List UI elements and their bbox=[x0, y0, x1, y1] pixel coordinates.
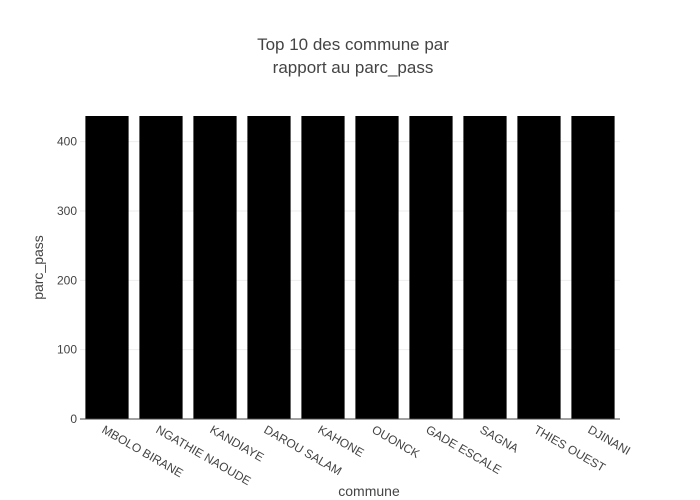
x-tick-label: OUONCK bbox=[370, 422, 423, 460]
bars bbox=[85, 116, 615, 419]
bar-kahone[interactable] bbox=[301, 116, 345, 419]
chart-title: Top 10 des commune par rapport au parc_p… bbox=[257, 35, 449, 77]
bar-ouonck[interactable] bbox=[355, 116, 399, 419]
y-axis-ticks: 0 100 200 300 400 bbox=[57, 135, 77, 426]
bar-mbolo-birane[interactable] bbox=[85, 116, 129, 419]
x-axis-label: commune bbox=[338, 483, 400, 499]
bar-darou-salam[interactable] bbox=[247, 116, 291, 419]
x-tick-label: SAGNA bbox=[478, 422, 521, 455]
chart-title-line-2: rapport au parc_pass bbox=[273, 58, 434, 77]
y-tick-label: 200 bbox=[57, 273, 77, 287]
chart-title-line-1: Top 10 des commune par bbox=[257, 35, 449, 54]
bar-gade-escale[interactable] bbox=[409, 116, 453, 419]
bar-thies-ouest[interactable] bbox=[517, 116, 561, 419]
bar-kandiaye[interactable] bbox=[193, 116, 237, 419]
bar-sagna[interactable] bbox=[463, 116, 507, 419]
x-tick-label: NGATHIE NAOUDE bbox=[154, 422, 254, 488]
y-tick-label: 400 bbox=[57, 135, 77, 149]
bar-ngathie-naoude[interactable] bbox=[139, 116, 183, 419]
y-axis-label: parc_pass bbox=[30, 235, 46, 300]
y-tick-label: 0 bbox=[70, 412, 77, 426]
bar-djinani[interactable] bbox=[571, 116, 615, 419]
y-tick-label: 100 bbox=[57, 343, 77, 357]
y-tick-label: 300 bbox=[57, 204, 77, 218]
